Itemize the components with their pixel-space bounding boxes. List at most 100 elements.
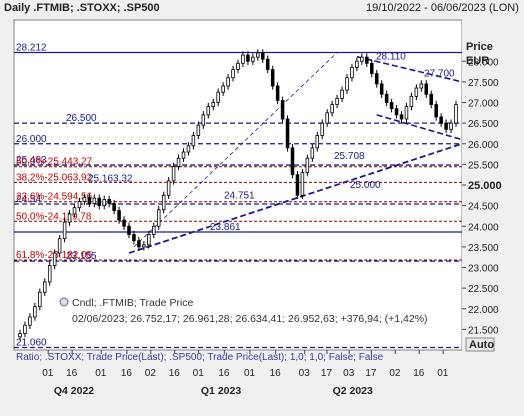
annotation-label: 25.163,32: [88, 173, 133, 184]
candle-body: [246, 54, 250, 62]
x-tick-label: 16: [169, 368, 181, 379]
candle-body: [142, 244, 146, 248]
candle-body: [57, 238, 62, 254]
candle-body: [429, 93, 433, 105]
candle-body: [340, 89, 344, 99]
candle-body: [454, 104, 458, 124]
candle-body: [226, 77, 230, 87]
candle-body: [62, 221, 67, 240]
annotation-label: 24.751: [224, 190, 255, 201]
level-label: 24.54: [16, 194, 41, 205]
annotations: 28.110 27.700 25.708 25.000 24.751 25.163,32: [88, 52, 455, 202]
candle-body: [345, 77, 349, 91]
plot-area[interactable]: [13, 19, 463, 351]
currency-label: EUR: [466, 55, 489, 67]
auto-button-label[interactable]: Auto: [469, 339, 494, 351]
x-tick-label: 17: [321, 368, 333, 379]
candle-body: [52, 252, 57, 266]
candle-body: [67, 213, 72, 223]
candle-body: [290, 147, 295, 176]
x-tick-label: 01: [193, 368, 205, 379]
candle-body: [181, 151, 186, 159]
annotation-label: 25.000: [350, 180, 381, 191]
candle-body: [360, 56, 364, 62]
candle-body: [206, 106, 211, 116]
level-label: 23.155: [66, 251, 97, 262]
chart-title: Daily .FTMIB; .STOXX; .SP500: [4, 2, 160, 14]
candle-body: [33, 306, 37, 318]
candle-body: [28, 316, 32, 326]
candle-body: [350, 67, 354, 79]
candle-body: [434, 104, 438, 118]
x-tick-label: 01: [95, 368, 107, 379]
x-tick-label: 16: [66, 368, 78, 379]
candle-body: [439, 116, 443, 124]
candle-body: [315, 135, 320, 149]
x-tick-label: 01: [42, 368, 54, 379]
level-label: 26.500: [66, 113, 97, 124]
candle-body: [147, 234, 151, 246]
y-tick-label: 24.500: [468, 202, 499, 213]
candle-body: [23, 324, 27, 334]
candle-body: [72, 207, 77, 215]
candle-body: [399, 114, 404, 120]
rising-channel-line: [133, 52, 338, 248]
trend-lines: [128, 52, 463, 254]
horizontal-levels: 28.212 26.500 26.000 25.483 24.54 23.861 23.15…: [14, 43, 462, 349]
candle-body: [251, 56, 255, 62]
candle-body: [449, 122, 453, 130]
candle-body: [444, 122, 448, 130]
wedge-lower-line: [376, 114, 463, 141]
y-tick-label: 25.000: [468, 180, 502, 192]
fib-label: 23,6%-24.594,56: [16, 192, 93, 203]
candle-body: [236, 62, 240, 70]
annotation-label: 28.110: [376, 52, 406, 63]
y-tick-label: 28.000: [468, 57, 499, 68]
y-tick-label: 24.000: [468, 222, 499, 233]
support-trendline: [128, 142, 463, 254]
candle-body: [171, 166, 176, 182]
candle-body: [265, 58, 270, 70]
candle-body: [102, 199, 106, 207]
annotation-label: 25.708: [334, 151, 365, 162]
candle-body: [305, 157, 310, 174]
price-label: Price: [466, 41, 493, 53]
level-label: 23.861: [210, 222, 241, 233]
candle-body: [47, 265, 52, 283]
candle-body: [370, 62, 374, 75]
candle-body: [424, 83, 429, 95]
x-tick-label: 03: [299, 368, 311, 379]
candles: [18, 49, 458, 341]
y-tick-label: 27.500: [468, 78, 499, 89]
candle-body: [43, 281, 47, 293]
candle-body: [325, 112, 329, 124]
candle-body: [330, 104, 334, 114]
auto-button[interactable]: [465, 337, 495, 352]
y-tick-label: 22.000: [468, 305, 499, 316]
candle-body: [404, 106, 409, 120]
candle-body: [132, 234, 136, 242]
legend-line2: 02/06/2023; 26.752,17; 26.961,28; 26.634…: [72, 313, 428, 325]
level-label: 21.060: [16, 338, 47, 349]
candle-body: [156, 209, 161, 227]
level-label: 25.483: [16, 155, 47, 166]
candle-body: [107, 199, 111, 204]
candle-body: [152, 225, 156, 235]
candle-body: [335, 97, 339, 105]
level-label: 26.000: [16, 134, 47, 145]
x-period-label: Q1 2023: [201, 385, 241, 397]
candle-body: [127, 225, 131, 235]
candle-body: [379, 83, 384, 95]
candle-body: [275, 85, 280, 101]
candle-body: [355, 60, 359, 68]
legend-line1: Cndl; .FTMIB; Trade Price: [72, 297, 194, 309]
candle-body: [176, 157, 181, 167]
candle-body: [112, 203, 116, 211]
candle-body: [92, 197, 97, 204]
candle-body: [231, 69, 235, 79]
price-axis-area[interactable]: [462, 20, 524, 350]
y-tick-label: 21.500: [468, 325, 499, 336]
